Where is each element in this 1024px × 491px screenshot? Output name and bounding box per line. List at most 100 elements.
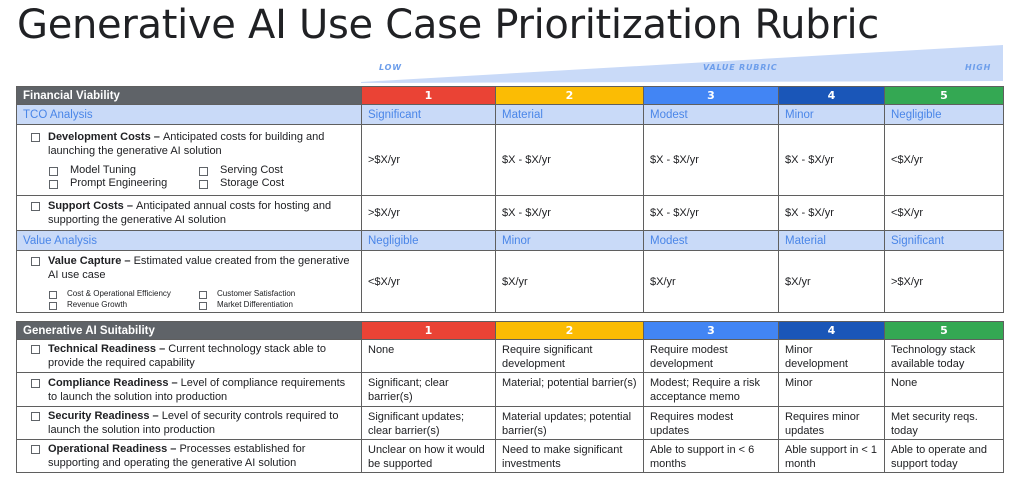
table-row-security-readiness: Security Readiness – Level of security c…: [16, 406, 1004, 440]
value-cell: Technology stack available today: [884, 339, 1004, 373]
value-cell: <$X/yr: [361, 250, 496, 313]
value-cell: >$X/yr: [361, 195, 496, 231]
value-scale-4: Material: [778, 230, 885, 251]
tco-scale-5: Negligible: [884, 104, 1004, 125]
section-title-financial-viability: Financial Viability: [16, 86, 362, 105]
score-header-5: 5: [884, 86, 1004, 105]
criterion-name: Operational Readiness: [48, 443, 168, 455]
criterion-name: Technical Readiness: [48, 343, 157, 355]
table-row-compliance-readiness: Compliance Readiness – Level of complian…: [16, 372, 1004, 407]
generative-ai-suitability-table: Generative AI Suitability 1 2 3 4 5 Tech…: [16, 321, 1004, 473]
value-scale-1: Negligible: [361, 230, 496, 251]
checkbox-technical-readiness[interactable]: [31, 345, 40, 354]
checkbox-model-tuning[interactable]: [49, 167, 58, 176]
value-cell: Able to operate and support today: [884, 439, 1004, 473]
score-header-1: 1: [361, 86, 496, 105]
checkbox-support-costs[interactable]: [31, 202, 40, 211]
score-header-3: 3: [643, 86, 779, 105]
value-cell: $X/yr: [778, 250, 885, 313]
criterion-name: Compliance Readiness: [48, 376, 169, 389]
value-cell: Need to make significant investments: [495, 439, 644, 473]
tco-scale-1: Significant: [361, 104, 496, 125]
value-rubric-wedge: LOW VALUE RUBRIC HIGH: [361, 45, 1003, 85]
value-cell: Able to support in < 6 months: [643, 439, 779, 473]
value-cell: <$X/yr: [884, 195, 1004, 231]
checkbox-storage-cost[interactable]: [199, 180, 208, 189]
value-cell: Minor development: [778, 339, 885, 373]
criterion-name: Value Capture: [48, 254, 122, 267]
value-cell: Requires modest updates: [643, 406, 779, 440]
table-row-development-costs: Development Costs – Anticipated costs fo…: [16, 124, 1004, 196]
tco-scale-4: Minor: [778, 104, 885, 125]
checkbox-market-differentiation[interactable]: [199, 301, 207, 310]
value-cell: $X/yr: [643, 250, 779, 313]
value-cell: $X/yr: [495, 250, 644, 313]
option-label: Revenue Growth: [67, 299, 128, 309]
value-cell: Significant updates; clear barrier(s): [361, 406, 496, 440]
value-cell: Met security reqs. today: [884, 406, 1004, 440]
option-label: Serving Cost: [220, 164, 283, 176]
page-title: Generative AI Use Case Prioritization Ru…: [17, 2, 879, 48]
value-scale-3: Modest: [643, 230, 779, 251]
criterion-description: Processes established for supporting and…: [48, 443, 306, 469]
checkbox-value-capture[interactable]: [31, 256, 40, 266]
criterion-name: Development Costs: [48, 131, 151, 143]
value-cell: Significant; clear barrier(s): [361, 372, 496, 407]
section-title-generative-ai-suitability: Generative AI Suitability: [16, 321, 362, 340]
value-cell: $X - $X/yr: [643, 124, 779, 196]
checkbox-compliance-readiness[interactable]: [31, 378, 40, 388]
checkbox-serving-cost[interactable]: [199, 167, 208, 176]
checkbox-development-costs[interactable]: [31, 133, 40, 142]
value-cell: Unclear on how it would be supported: [361, 439, 496, 473]
value-cell: <$X/yr: [884, 124, 1004, 196]
score-header-5: 5: [884, 321, 1004, 340]
option-label: Customer Satisfaction: [217, 288, 296, 298]
score-header-2: 2: [495, 86, 644, 105]
checkbox-prompt-engineering[interactable]: [49, 180, 58, 189]
criterion-description: Level of compliance requirements to laun…: [48, 376, 346, 403]
table-row-value-capture: Value Capture – Estimated value created …: [16, 250, 1004, 313]
option-label: Cost & Operational Efficiency: [67, 288, 171, 298]
value-cell: $X - $X/yr: [495, 124, 644, 196]
option-label: Storage Cost: [220, 177, 285, 189]
score-header-1: 1: [361, 321, 496, 340]
value-cell: Able support in < 1 month: [778, 439, 885, 473]
tco-analysis-row: TCO Analysis Significant Material Modest…: [16, 104, 1004, 125]
checkbox-revenue-growth[interactable]: [49, 301, 57, 310]
checkbox-customer-satisfaction[interactable]: [199, 290, 207, 299]
option-label: Prompt Engineering: [70, 177, 168, 189]
value-cell: Requires minor updates: [778, 406, 885, 440]
value-cell: Material updates; potential barrier(s): [495, 406, 644, 440]
checkbox-security-readiness[interactable]: [31, 412, 40, 421]
score-header-4: 4: [778, 86, 885, 105]
value-rubric-gradient-shape: [361, 45, 1003, 83]
option-label: Market Differentiation: [217, 299, 293, 309]
value-cell: Require modest development: [643, 339, 779, 373]
checkbox-cost-operational-efficiency[interactable]: [49, 290, 57, 299]
criterion-name: Support Costs: [48, 200, 124, 212]
value-cell: None: [361, 339, 496, 373]
suitability-header-row: Generative AI Suitability 1 2 3 4 5: [16, 321, 1004, 340]
subsection-tco-analysis: TCO Analysis: [16, 104, 362, 125]
tco-scale-2: Material: [495, 104, 644, 125]
value-cell: Minor: [778, 372, 885, 407]
table-row-support-costs: Support Costs – Anticipated annual costs…: [16, 195, 1004, 231]
financial-viability-table: Financial Viability 1 2 3 4 5 TCO Analys…: [16, 86, 1004, 313]
score-header-3: 3: [643, 321, 779, 340]
subsection-value-analysis: Value Analysis: [16, 230, 362, 251]
value-scale-2: Minor: [495, 230, 644, 251]
value-analysis-row: Value Analysis Negligible Minor Modest M…: [16, 230, 1004, 251]
criterion-description: Estimated value created from the generat…: [48, 254, 350, 281]
value-cell: None: [884, 372, 1004, 407]
value-cell: Material; potential barrier(s): [495, 372, 644, 407]
value-cell: $X - $X/yr: [778, 195, 885, 231]
criterion-description: Anticipated costs for building and launc…: [48, 131, 325, 157]
value-cell: $X - $X/yr: [643, 195, 779, 231]
value-cell: $X - $X/yr: [778, 124, 885, 196]
option-label: Model Tuning: [70, 164, 137, 176]
checkbox-operational-readiness[interactable]: [31, 445, 40, 454]
criterion-description: Current technology stack able to provide…: [48, 343, 327, 369]
score-header-2: 2: [495, 321, 644, 340]
value-cell: Modest; Require a risk acceptance memo: [643, 372, 779, 407]
table-row-operational-readiness: Operational Readiness – Processes establ…: [16, 439, 1004, 473]
